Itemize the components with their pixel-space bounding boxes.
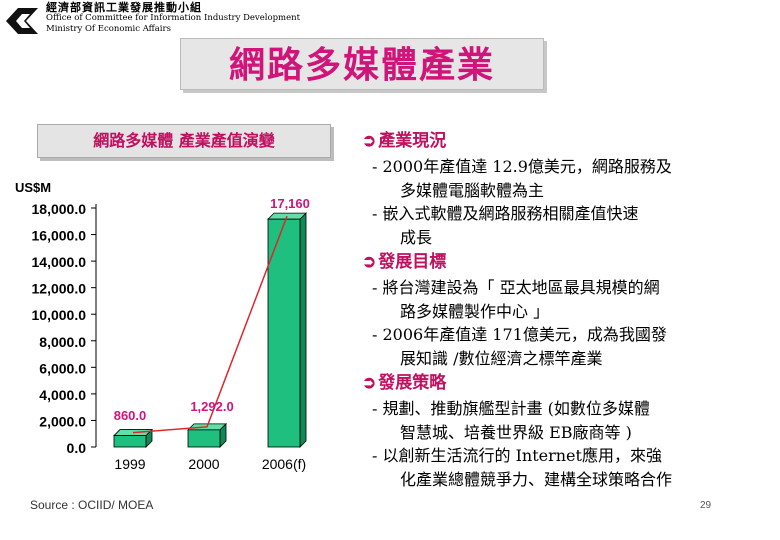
section-heading-text: 發展目標 bbox=[378, 252, 447, 272]
y-tick-label: 2,000.0 bbox=[39, 413, 86, 429]
bullet-line: - 2006年產值達 171億美元，成為我國發 bbox=[372, 325, 667, 344]
section-heading: ➲ 發展策略 bbox=[362, 370, 774, 397]
bullet-line: 展知識 /數位經濟之標竿產業 bbox=[400, 348, 603, 368]
x-tick-label: 1999 bbox=[114, 456, 145, 472]
page-number: 29 bbox=[700, 500, 712, 511]
trend-line bbox=[132, 215, 288, 434]
y-tick-label: 4,000.0 bbox=[39, 387, 86, 403]
y-tick-label: 18,000.0 bbox=[32, 201, 87, 217]
bullet-item: - 規劃、推動旗艦型計畫 (如數位多媒體智慧城、培養世界級 EB廠商等 ) bbox=[362, 397, 774, 444]
chart-source: Source : OCIID/ MOEA bbox=[30, 498, 154, 512]
section-heading: ➲ 發展目標 bbox=[362, 249, 774, 276]
bullet-line: - 將台灣建設為「 亞太地區最具規模的網 bbox=[372, 278, 660, 297]
arrow-bullet-icon: ➲ bbox=[362, 373, 377, 393]
bullet-item: - 以創新生活流行的 Internet應用，來強化產業總體競爭力、建構全球策略合… bbox=[362, 444, 774, 491]
y-tick-label: 14,000.0 bbox=[32, 254, 87, 270]
bar bbox=[187, 429, 221, 448]
y-tick-label: 12,000.0 bbox=[32, 281, 87, 297]
y-tick-label: 16,000.0 bbox=[32, 228, 87, 244]
bullet-line: 路多媒體製作中心 」 bbox=[400, 301, 550, 321]
bullet-item: - 嵌入式軟體及網路服務相關產值快速成長 bbox=[362, 202, 774, 249]
y-tick-label: 10,000.0 bbox=[32, 307, 87, 323]
slide-title: 網路多媒體產業 bbox=[228, 44, 495, 86]
bar bbox=[113, 435, 147, 448]
y-tick-label: 6,000.0 bbox=[39, 360, 86, 376]
bullet-line: - 規劃、推動旗艦型計畫 (如數位多媒體 bbox=[372, 399, 650, 418]
arrow-bullet-icon: ➲ bbox=[362, 131, 377, 151]
bullet-item: - 2000年產值達 12.9億美元，網路服務及多媒體電腦軟體為主 bbox=[362, 155, 774, 202]
org-name-zh: 經濟部資訊工業發展推動小組 bbox=[46, 1, 202, 14]
bullet-line: 智慧城、培養世界級 EB廠商等 ) bbox=[400, 422, 632, 442]
section-heading: ➲ 產業現況 bbox=[362, 128, 774, 155]
bullet-item: - 2006年產值達 171億美元，成為我國發展知識 /數位經濟之標竿產業 bbox=[362, 323, 774, 370]
ministry-logo-icon bbox=[6, 8, 38, 34]
bullet-line: 成長 bbox=[400, 227, 433, 247]
org-name-en: Office of Committee for Information Indu… bbox=[46, 13, 301, 23]
data-label: 17,160 bbox=[270, 196, 310, 211]
data-label: 1,292.0 bbox=[190, 399, 233, 414]
x-tick-label: 2006(f) bbox=[262, 456, 306, 472]
bullet-item: - 將台灣建設為「 亞太地區最具規模的網路多媒體製作中心 」 bbox=[362, 276, 774, 323]
chart-title-box: 網路多媒體 產業產值演變 bbox=[37, 124, 331, 158]
bar bbox=[267, 218, 301, 448]
section-heading-text: 產業現況 bbox=[378, 131, 447, 151]
ministry-name: Ministry Of Economic Affairs bbox=[46, 24, 171, 34]
industry-summary: ➲ 產業現況 - 2000年產值達 12.9億美元，網路服務及 多媒體電腦軟體為主 - … bbox=[362, 128, 774, 491]
bullet-line: - 2000年產值達 12.9億美元，網路服務及 bbox=[372, 157, 672, 176]
y-tick-label: 0.0 bbox=[67, 440, 87, 456]
bullet-line: - 以創新生活流行的 Internet應用，來強 bbox=[372, 446, 662, 465]
y-tick-label: 8,000.0 bbox=[39, 334, 86, 350]
data-label: 860.0 bbox=[114, 408, 147, 423]
bullet-line: 多媒體電腦軟體為主 bbox=[400, 180, 545, 200]
org-header: 經濟部資訊工業發展推動小組 Office of Committee for In… bbox=[46, 2, 300, 35]
y-axis-unit: US$M bbox=[15, 180, 52, 195]
bullet-line: - 嵌入式軟體及網路服務相關產值快速 bbox=[372, 204, 639, 223]
chart-title: 網路多媒體 產業產值演變 bbox=[93, 131, 275, 150]
x-tick-label: 2000 bbox=[188, 456, 219, 472]
section-heading-text: 發展策略 bbox=[378, 373, 447, 393]
bar-side bbox=[299, 212, 307, 448]
slide-title-box: 網路多媒體產業 bbox=[180, 38, 544, 90]
bullet-line: 化產業總體競爭力、建構全球策略合作 bbox=[400, 469, 673, 489]
arrow-bullet-icon: ➲ bbox=[362, 252, 377, 272]
